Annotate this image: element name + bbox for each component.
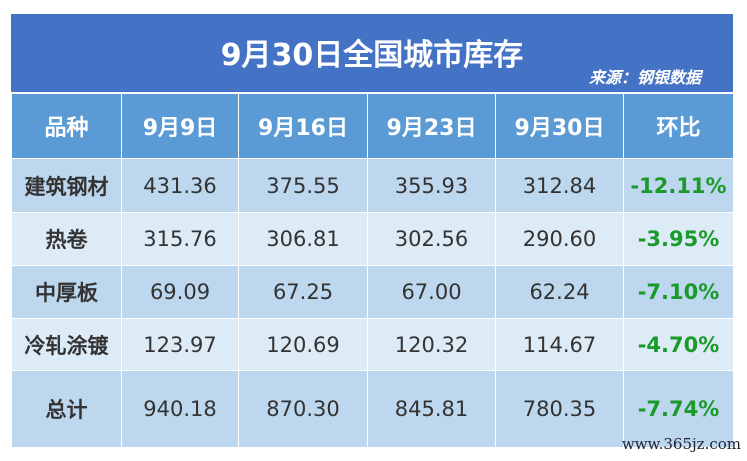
header-cell: 9月16日 xyxy=(238,92,368,159)
change-cell: -7.10% xyxy=(623,265,734,319)
header-cell: 品种 xyxy=(11,92,122,159)
table-row: 热卷 315.76 306.81 302.56 290.60 -3.95% xyxy=(11,212,734,266)
change-cell: -4.70% xyxy=(623,318,734,371)
row-name: 热卷 xyxy=(11,212,122,266)
table-row: 建筑钢材 431.36 375.55 355.93 312.84 -12.11% xyxy=(11,158,734,213)
inventory-table-card: 9月30日全国城市库存 来源：钢银数据 品种 9月9日 9月16日 9月23日 … xyxy=(11,14,734,448)
value-cell: 375.55 xyxy=(238,158,368,213)
value-cell: 120.32 xyxy=(367,318,496,371)
value-cell: 67.00 xyxy=(367,265,496,319)
value-cell: 302.56 xyxy=(367,212,496,266)
table-row: 冷轧涂镀 123.97 120.69 120.32 114.67 -4.70% xyxy=(11,318,734,371)
header-cell: 9月23日 xyxy=(367,92,496,159)
value-cell: 355.93 xyxy=(367,158,496,213)
value-cell: 845.81 xyxy=(367,370,496,448)
change-cell: -7.74% xyxy=(623,370,734,448)
change-cell: -3.95% xyxy=(623,212,734,266)
change-cell: -12.11% xyxy=(623,158,734,213)
value-cell: 62.24 xyxy=(495,265,624,319)
table-row: 总计 940.18 870.30 845.81 780.35 -7.74% xyxy=(11,370,734,448)
value-cell: 123.97 xyxy=(121,318,239,371)
row-name: 建筑钢材 xyxy=(11,158,122,213)
value-cell: 870.30 xyxy=(238,370,368,448)
row-name: 总计 xyxy=(11,370,122,448)
value-cell: 290.60 xyxy=(495,212,624,266)
value-cell: 120.69 xyxy=(238,318,368,371)
source-label: 来源：钢银数据 xyxy=(588,68,701,87)
table-row: 中厚板 69.09 67.25 67.00 62.24 -7.10% xyxy=(11,265,734,319)
title-bar: 9月30日全国城市库存 来源：钢银数据 xyxy=(11,14,733,92)
value-cell: 780.35 xyxy=(495,370,624,448)
value-cell: 315.76 xyxy=(121,212,239,266)
value-cell: 69.09 xyxy=(121,265,239,319)
value-cell: 306.81 xyxy=(238,212,368,266)
inventory-table: 品种 9月9日 9月16日 9月23日 9月30日 环比 建筑钢材 431.36 3… xyxy=(11,92,734,448)
table-title: 9月30日全国城市库存 xyxy=(220,38,524,73)
watermark: www.365jz.com xyxy=(621,435,741,453)
row-name: 冷轧涂镀 xyxy=(11,318,122,371)
header-cell: 9月9日 xyxy=(121,92,239,159)
header-row: 品种 9月9日 9月16日 9月23日 9月30日 环比 xyxy=(11,92,734,159)
header-cell: 环比 xyxy=(623,92,734,159)
value-cell: 431.36 xyxy=(121,158,239,213)
value-cell: 114.67 xyxy=(495,318,624,371)
value-cell: 940.18 xyxy=(121,370,239,448)
value-cell: 312.84 xyxy=(495,158,624,213)
value-cell: 67.25 xyxy=(238,265,368,319)
row-name: 中厚板 xyxy=(11,265,122,319)
header-cell: 9月30日 xyxy=(495,92,624,159)
